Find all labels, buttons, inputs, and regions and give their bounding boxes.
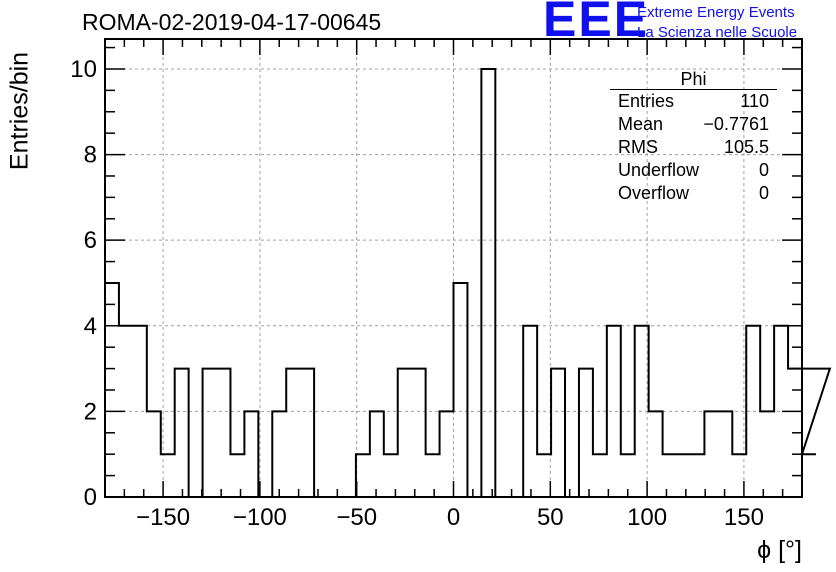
x-tick-label: 150 bbox=[724, 504, 764, 531]
histogram-bin bbox=[244, 411, 258, 497]
histogram-bin bbox=[677, 454, 691, 497]
logo-caption-line1: Extreme Energy Events bbox=[637, 4, 795, 21]
histogram-bin bbox=[175, 369, 189, 497]
y-tick-label: 4 bbox=[84, 313, 97, 340]
histogram-bin bbox=[272, 411, 286, 497]
histogram-bin bbox=[230, 454, 244, 497]
histogram-bin bbox=[718, 411, 732, 497]
histogram-bin bbox=[537, 454, 551, 497]
histogram-bin bbox=[426, 454, 440, 497]
eee-logo: EEE bbox=[543, 0, 650, 47]
histogram-bin bbox=[133, 326, 147, 497]
logo-caption-line2: La Scienza nelle Scuole bbox=[637, 24, 798, 41]
stats-value: 110 bbox=[740, 91, 769, 111]
histogram-bin bbox=[454, 283, 468, 497]
logo-caption: Extreme Energy Events La Scienza nelle S… bbox=[637, 3, 797, 43]
histogram-bin bbox=[593, 454, 607, 497]
x-tick-label: −150 bbox=[136, 504, 190, 531]
histogram-bin bbox=[203, 369, 217, 497]
y-axis-label: Entries/bin bbox=[5, 51, 34, 171]
histogram-bin bbox=[356, 454, 370, 497]
y-tick-label: 8 bbox=[84, 142, 97, 169]
stats-row-rms: RMS 105.5 bbox=[610, 136, 777, 159]
histogram-bin bbox=[760, 411, 774, 497]
x-tick-label: −100 bbox=[233, 504, 287, 531]
y-tick-label: 6 bbox=[84, 227, 97, 254]
stats-row-underflow: Underflow 0 bbox=[610, 159, 777, 182]
x-tick-label: 50 bbox=[537, 504, 564, 531]
histogram-bin bbox=[704, 411, 718, 497]
histogram-bin bbox=[579, 369, 593, 497]
histogram-bin bbox=[690, 454, 704, 497]
stats-row-entries: Entries 110 bbox=[610, 90, 777, 113]
histogram-bin bbox=[217, 369, 231, 497]
stats-title: Phi bbox=[610, 69, 777, 90]
histogram-bin bbox=[551, 369, 565, 497]
x-tick-label: −50 bbox=[336, 504, 377, 531]
stats-row-mean: Mean −0.7761 bbox=[610, 113, 777, 136]
histogram-bin bbox=[398, 369, 412, 497]
histogram-bin bbox=[412, 369, 426, 497]
histogram-bin bbox=[300, 369, 314, 497]
y-tick-label: 0 bbox=[84, 484, 97, 511]
histogram-bin bbox=[370, 411, 384, 497]
histogram-bin bbox=[147, 411, 161, 497]
stats-value: 0 bbox=[758, 160, 769, 180]
stats-value: 0 bbox=[758, 183, 769, 203]
x-tick-label: 100 bbox=[627, 504, 667, 531]
stats-label: Entries bbox=[618, 91, 675, 111]
stats-label: Overflow bbox=[618, 183, 690, 203]
histogram-bin bbox=[607, 326, 621, 497]
chart-title: ROMA-02-2019-04-17-00645 bbox=[82, 9, 382, 35]
histogram-bin bbox=[635, 326, 649, 497]
stats-label: Mean bbox=[618, 114, 664, 134]
histogram-bin bbox=[746, 326, 760, 497]
stats-row-overflow: Overflow 0 bbox=[610, 182, 777, 205]
stats-box: Phi Entries 110 Mean −0.7761 RMS 105.5 Unde… bbox=[610, 69, 777, 205]
histogram-bin bbox=[663, 454, 677, 497]
y-tick-label: 2 bbox=[84, 398, 97, 425]
histogram-bin bbox=[286, 369, 300, 497]
histogram-bin bbox=[523, 326, 537, 497]
histogram-bin bbox=[440, 411, 454, 497]
x-axis-label: ϕ [°] bbox=[757, 536, 802, 564]
stats-label: Underflow bbox=[618, 160, 700, 180]
y-tick-label: 10 bbox=[70, 56, 97, 83]
stats-label: RMS bbox=[618, 137, 658, 157]
stats-value: −0.7761 bbox=[703, 114, 769, 134]
histogram-bin bbox=[649, 411, 663, 497]
x-tick-label: 0 bbox=[447, 504, 460, 531]
histogram-bin bbox=[481, 69, 495, 497]
stats-value: 105.5 bbox=[723, 137, 769, 157]
